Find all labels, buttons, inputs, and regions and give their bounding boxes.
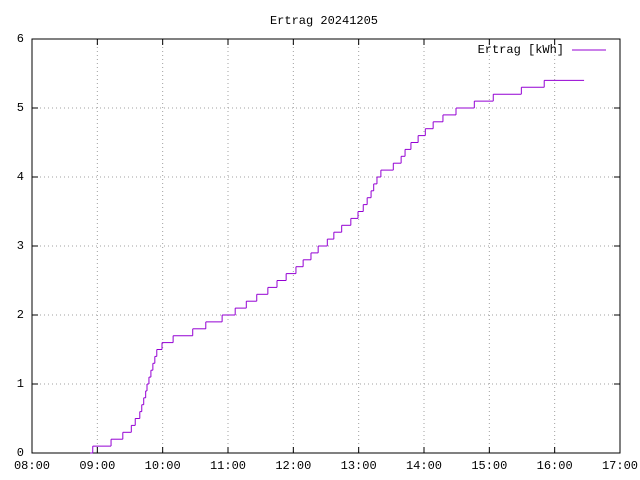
x-tick-label: 09:00 [79, 459, 115, 473]
legend-label: Ertrag [kWh] [478, 43, 564, 57]
y-tick-label: 2 [17, 308, 24, 322]
x-tick-label: 10:00 [145, 459, 181, 473]
plot-border [31, 38, 621, 454]
x-tick-label: 16:00 [537, 459, 573, 473]
y-tick-label: 6 [17, 32, 24, 46]
x-tick-label: 13:00 [341, 459, 377, 473]
x-tick-label: 11:00 [210, 459, 246, 473]
x-tick-label: 15:00 [471, 459, 507, 473]
y-tick-label: 4 [17, 170, 24, 184]
y-tick-label: 3 [17, 239, 24, 253]
x-tick-label: 08:00 [14, 459, 50, 473]
chart-title: Ertrag 20241205 [270, 14, 378, 28]
x-tick-label: 17:00 [602, 459, 638, 473]
y-tick-label: 5 [17, 101, 24, 115]
y-tick-label: 0 [17, 446, 24, 460]
x-tick-label: 14:00 [406, 459, 442, 473]
y-tick-label: 1 [17, 377, 24, 391]
x-tick-label: 12:00 [275, 459, 311, 473]
